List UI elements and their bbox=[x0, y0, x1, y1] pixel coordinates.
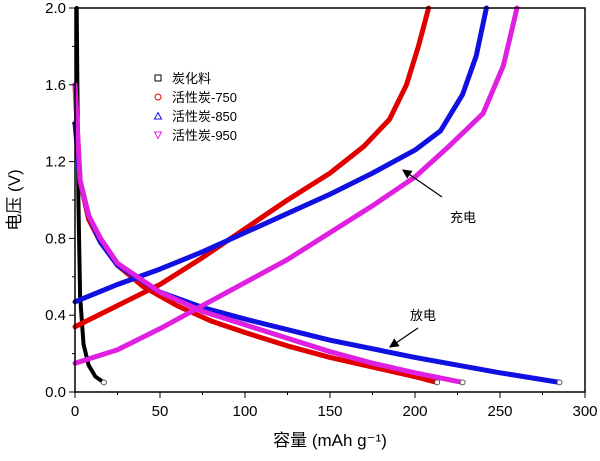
legend-label: 活性炭-850 bbox=[172, 109, 237, 124]
series-3-curve-0 bbox=[72, 82, 466, 385]
x-tick-label: 200 bbox=[402, 403, 427, 420]
discharge-annotation: 放电 bbox=[410, 308, 436, 323]
legend-marker-triangle-up-icon bbox=[153, 111, 163, 120]
curves bbox=[72, 5, 563, 386]
series-1-end-marker bbox=[434, 379, 441, 386]
series-3-end-marker bbox=[459, 379, 466, 386]
y-tick-label: 0.8 bbox=[45, 230, 66, 247]
y-tick-label: 1.2 bbox=[45, 154, 66, 171]
series-0-end-marker bbox=[100, 379, 107, 386]
x-tick-label: 50 bbox=[152, 403, 169, 420]
legend-marker-square-icon bbox=[154, 74, 162, 82]
charge-arrow bbox=[402, 169, 443, 198]
legend-label: 活性炭-950 bbox=[172, 128, 237, 143]
y-tick-label: 2.0 bbox=[45, 0, 66, 17]
x-tick-label: 0 bbox=[71, 403, 79, 420]
y-axis-label: 电压 (V) bbox=[5, 169, 24, 230]
legend-label: 炭化料 bbox=[172, 71, 211, 86]
legend-marker-circle-icon bbox=[154, 93, 162, 101]
y-tick-label: 0.4 bbox=[45, 307, 66, 324]
discharge-arrow bbox=[389, 327, 419, 348]
y-ticks: 0.0 0.4 0.8 1.2 1.6 2.0 bbox=[45, 0, 75, 401]
x-ticks: 0 50 100 150 200 250 300 bbox=[71, 392, 598, 420]
x-tick-label: 250 bbox=[487, 403, 512, 420]
x-tick-label: 100 bbox=[232, 403, 257, 420]
series-3-curve-1 bbox=[72, 5, 520, 366]
series-2-curve-0 bbox=[72, 120, 562, 385]
y-tick-label: 0.0 bbox=[45, 384, 66, 401]
series-2-curve-1 bbox=[72, 5, 489, 305]
series-2-end-marker bbox=[556, 379, 563, 386]
x-tick-label: 150 bbox=[317, 403, 342, 420]
charge-annotation: 充电 bbox=[450, 210, 476, 225]
legend-marker-triangle-down-icon bbox=[153, 131, 163, 140]
x-axis-label: 容量 (mAh g⁻¹) bbox=[273, 431, 387, 450]
y-tick-label: 1.6 bbox=[45, 77, 66, 94]
x-tick-label: 300 bbox=[572, 403, 597, 420]
legend-label: 活性炭-750 bbox=[172, 90, 237, 105]
